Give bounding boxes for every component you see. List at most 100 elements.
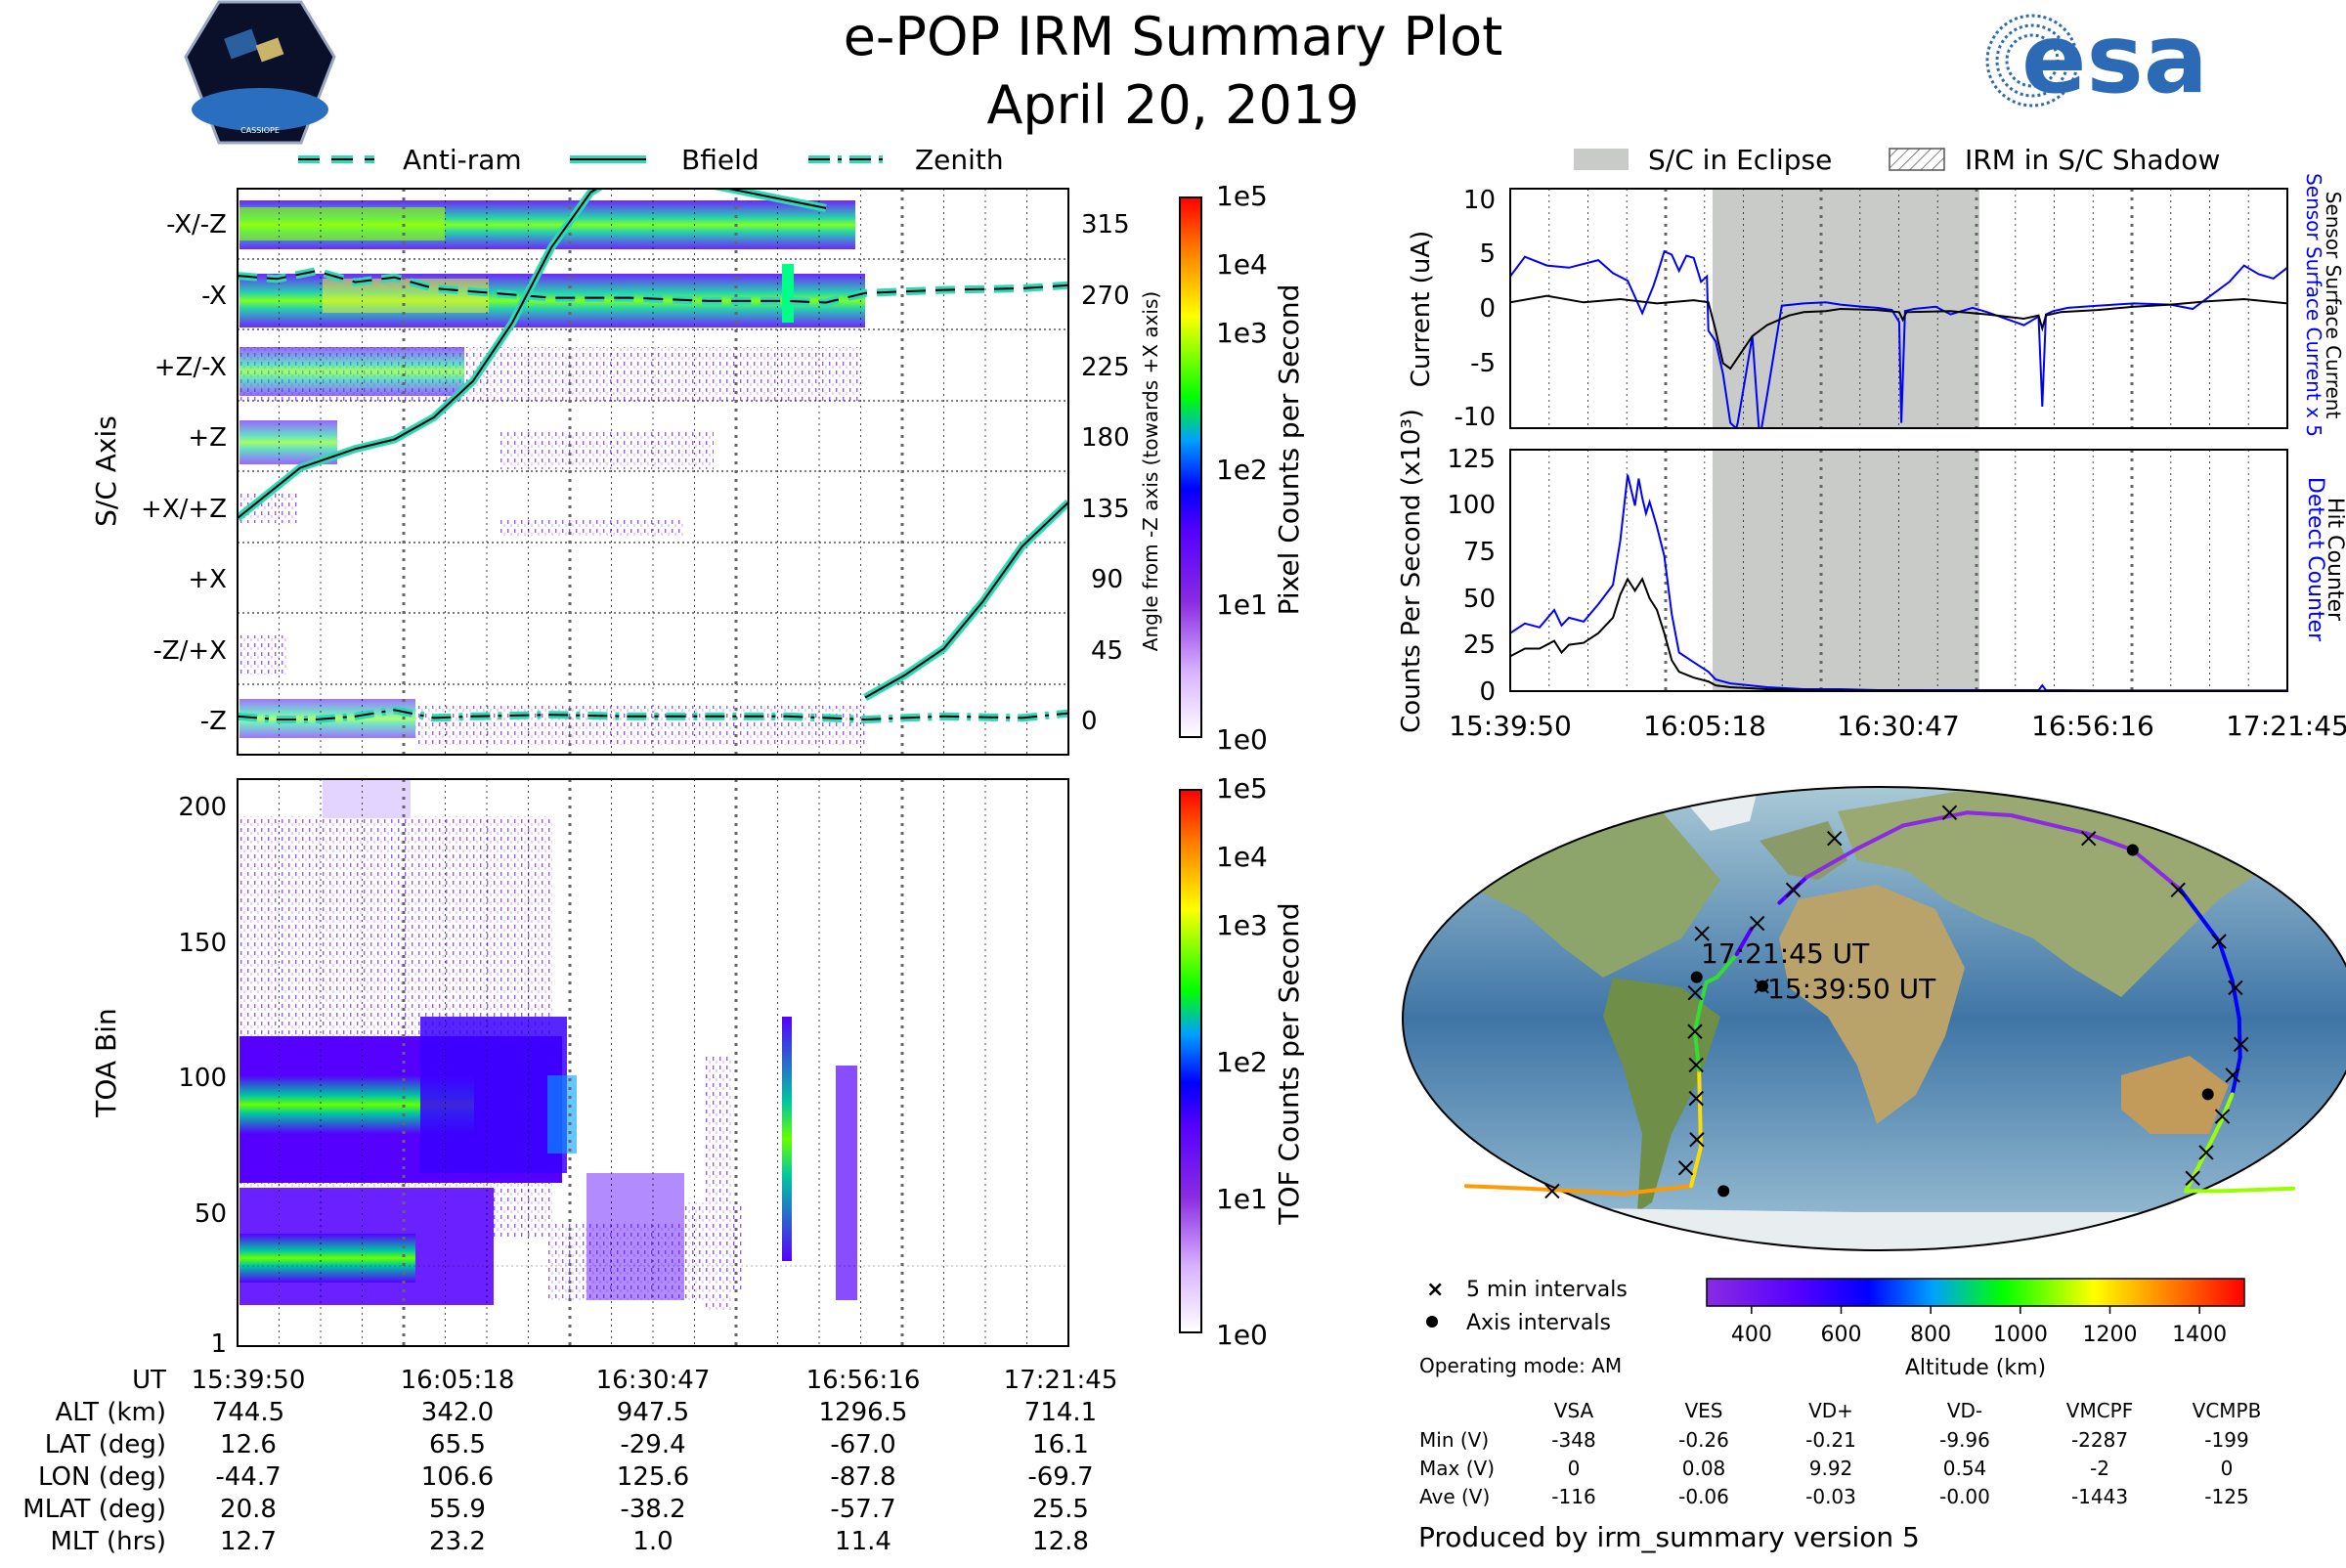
five-min-marker-icon: × bbox=[1426, 1278, 1444, 1302]
sc-axis-ylabel: S/C Axis bbox=[90, 415, 122, 527]
volt-r2-c2: -0.03 bbox=[1805, 1485, 1856, 1508]
five-min-marker bbox=[1544, 1183, 1560, 1199]
toa-ytick-0: 1 bbox=[210, 1329, 227, 1359]
volt-r2-c5: -125 bbox=[2204, 1485, 2248, 1508]
orientation-line-core-bfield bbox=[864, 501, 1068, 699]
esa-logo: esa bbox=[1985, 4, 2208, 115]
eph-c1-r4: 55.9 bbox=[429, 1495, 486, 1524]
cbar1-tick-1: 1e1 bbox=[1216, 588, 1268, 621]
axis-interval-marker bbox=[1757, 980, 1768, 992]
legend-zenith: Zenith bbox=[915, 144, 1004, 176]
orbit-track-segment bbox=[2009, 813, 2089, 836]
five-min-marker bbox=[1694, 926, 1710, 941]
angle-tick-7: 0 bbox=[1081, 707, 1098, 736]
map-annotation-start: 15:39:50 UT bbox=[1767, 973, 1936, 1005]
sc-axis-heatmap: -X/-Z -X +Z/-X +Z +X/+Z +X -Z/+X -Z S/C … bbox=[90, 188, 1162, 756]
cbar2-tick-0: 1e0 bbox=[1216, 1319, 1268, 1351]
cnt-ytick-5: 0 bbox=[1479, 677, 1496, 707]
orbit-track-segment bbox=[2219, 1186, 2296, 1194]
volt-r0-c2: -0.21 bbox=[1805, 1428, 1856, 1452]
eph-c3-r0: 16:56:16 bbox=[806, 1366, 921, 1395]
orbit-track-segment bbox=[2205, 1119, 2224, 1150]
eph-c4-r1: 714.1 bbox=[1024, 1398, 1097, 1427]
toa-yticks: 1 50 100 150 200 bbox=[178, 793, 227, 1359]
legend-axis-intervals: Axis intervals bbox=[1466, 1311, 1611, 1335]
eph-c1-r5: 23.2 bbox=[429, 1527, 486, 1556]
five-min-marker bbox=[2185, 1170, 2200, 1186]
eph-c4-r5: 12.8 bbox=[1032, 1527, 1089, 1556]
map-legend: × 5 min intervals Axis intervals Operati… bbox=[1419, 1278, 1628, 1377]
current-right-label-blue: Sensor Surface Current x 5 bbox=[2302, 173, 2325, 437]
volt-row-label-0: Min (V) bbox=[1419, 1428, 1489, 1452]
plot-title: e-POP IRM Summary Plot bbox=[844, 6, 1503, 67]
cassiope-logo-text: CASSIOPE bbox=[240, 126, 280, 135]
eph-c2-r3: 125.6 bbox=[617, 1462, 689, 1492]
volt-r1-c1: 0.08 bbox=[1682, 1457, 1726, 1480]
orbit-track-segment bbox=[2237, 1017, 2242, 1060]
volt-h-1: VES bbox=[1684, 1399, 1722, 1422]
voltage-table: VSA VES VD+ VD- VMCPF VCMPB Min (V) Max … bbox=[1419, 1399, 2261, 1508]
altitude-tick-label: 1000 bbox=[1993, 1323, 2048, 1347]
current-right-label-black: Sensor Surface Current bbox=[2322, 192, 2345, 419]
orbit-track-segment bbox=[1463, 1184, 1530, 1191]
counts-right-label-blue: Detect Counter bbox=[2303, 477, 2327, 642]
right-time-ticks: 15:39:50 16:05:18 16:30:47 16:56:16 17:2… bbox=[1449, 710, 2346, 742]
eph-c0-r1: 744.5 bbox=[212, 1398, 284, 1427]
sc-axis-right-ticks: 315 270 225 180 135 90 45 0 bbox=[1081, 210, 1130, 736]
orbit-track-segment bbox=[1689, 1145, 1703, 1189]
eph-c3-r2: -67.0 bbox=[830, 1430, 895, 1459]
eph-c3-r4: -57.7 bbox=[830, 1495, 895, 1524]
cnt-ytick-2: 75 bbox=[1463, 538, 1496, 567]
orbit-map: 17:21:45 UT 15:39:50 UT bbox=[1402, 786, 2346, 1251]
five-min-marker bbox=[1677, 1160, 1694, 1176]
axis-cat-6: -Z/+X bbox=[152, 636, 227, 666]
volt-row-label-1: Max (V) bbox=[1419, 1457, 1495, 1480]
axis-cat-3: +Z bbox=[188, 423, 227, 453]
eph-c2-r2: -29.4 bbox=[620, 1430, 685, 1459]
sc-axis-categories: -X/-Z -X +Z/-X +Z +X/+Z +X -Z/+X -Z bbox=[141, 210, 227, 736]
legend-eclipse: S/C in Eclipse bbox=[1648, 144, 1832, 176]
angle-tick-0: 315 bbox=[1081, 210, 1130, 240]
axis-interval-marker-icon bbox=[1426, 1316, 1438, 1328]
eclipse-band-2 bbox=[1713, 450, 1979, 691]
orbit-track-segment bbox=[1622, 1184, 1694, 1197]
rt-tick-1: 16:05:18 bbox=[1643, 710, 1766, 742]
cbar2-tick-3: 1e3 bbox=[1216, 909, 1268, 941]
eph-c2-r5: 1.0 bbox=[632, 1527, 673, 1556]
five-min-marker bbox=[1688, 1090, 1704, 1107]
orientation-line-core-bfield bbox=[238, 189, 827, 519]
rt-tick-0: 15:39:50 bbox=[1449, 710, 1572, 742]
rt-tick-2: 16:30:47 bbox=[1837, 710, 1960, 742]
eph-c0-r2: 12.6 bbox=[220, 1430, 277, 1459]
altitude-tick-label: 600 bbox=[1821, 1323, 1862, 1347]
five-min-marker bbox=[2214, 1109, 2231, 1124]
current-line bbox=[1510, 294, 2287, 370]
eclipse-legend: S/C in Eclipse IRM in S/C Shadow bbox=[1574, 144, 2220, 176]
cur-ytick-1: 5 bbox=[1479, 240, 1496, 269]
eph-label-5: MLT (hrs) bbox=[51, 1527, 167, 1556]
cbar2-tick-5: 1e5 bbox=[1216, 772, 1268, 805]
five-min-marker bbox=[1749, 915, 1765, 932]
volt-r2-c1: -0.06 bbox=[1678, 1485, 1729, 1508]
rt-tick-3: 16:56:16 bbox=[2031, 710, 2154, 742]
eph-label-3: LON (deg) bbox=[38, 1462, 166, 1492]
cbar1-tick-5: 1e5 bbox=[1216, 180, 1268, 212]
eph-c0-r4: 20.8 bbox=[220, 1495, 277, 1524]
toa-ytick-4: 200 bbox=[178, 793, 227, 822]
esa-logo-text: esa bbox=[2021, 4, 2208, 115]
axis-interval-marker bbox=[1717, 1185, 1730, 1198]
toa-ytick-2: 100 bbox=[178, 1064, 227, 1093]
toa-ytick-3: 150 bbox=[178, 929, 227, 958]
volt-h-4: VMCPF bbox=[2066, 1399, 2133, 1422]
volt-r1-c4: -2 bbox=[2090, 1457, 2109, 1480]
cbar1-tick-4: 1e4 bbox=[1216, 248, 1268, 281]
five-min-marker bbox=[2198, 1145, 2214, 1160]
eph-c2-r4: -38.2 bbox=[620, 1495, 685, 1524]
eph-c1-r3: 106.6 bbox=[421, 1462, 494, 1492]
axis-interval-marker bbox=[1690, 971, 1703, 983]
eph-c0-r5: 12.7 bbox=[220, 1527, 277, 1556]
volt-r1-c2: 9.92 bbox=[1809, 1457, 1853, 1480]
orbit-track-segment bbox=[1734, 926, 1754, 957]
five-min-marker bbox=[2081, 830, 2097, 847]
